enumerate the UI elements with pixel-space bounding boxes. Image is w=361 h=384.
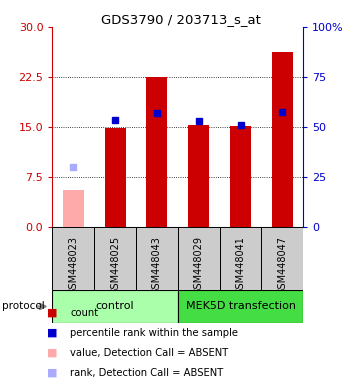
Bar	[63, 190, 84, 227]
Bar	[52, 290, 178, 323]
Text: GSM448023: GSM448023	[68, 236, 78, 295]
Text: ■: ■	[47, 348, 57, 358]
Bar	[136, 227, 178, 290]
Text: MEK5D transfection: MEK5D transfection	[186, 301, 296, 311]
Text: control: control	[96, 301, 134, 311]
Bar	[261, 227, 303, 290]
Text: GSM448029: GSM448029	[194, 236, 204, 295]
Text: ■: ■	[47, 328, 57, 338]
Text: rank, Detection Call = ABSENT: rank, Detection Call = ABSENT	[70, 368, 224, 378]
Bar	[94, 227, 136, 290]
Text: GSM448043: GSM448043	[152, 236, 162, 295]
Bar	[230, 126, 251, 227]
Text: percentile rank within the sample: percentile rank within the sample	[70, 328, 238, 338]
Text: count: count	[70, 308, 99, 318]
Bar	[219, 227, 261, 290]
Text: protocol: protocol	[2, 301, 44, 311]
Bar	[178, 290, 303, 323]
Bar	[105, 128, 126, 227]
Text: GSM448047: GSM448047	[277, 236, 287, 295]
Text: GSM448025: GSM448025	[110, 236, 120, 295]
Bar	[188, 126, 209, 227]
Text: value, Detection Call = ABSENT: value, Detection Call = ABSENT	[70, 348, 229, 358]
Text: GSM448041: GSM448041	[235, 236, 245, 295]
Bar	[52, 227, 94, 290]
Text: GDS3790 / 203713_s_at: GDS3790 / 203713_s_at	[101, 13, 260, 26]
Bar	[178, 227, 219, 290]
Bar	[272, 51, 293, 227]
Text: ■: ■	[47, 368, 57, 378]
Bar	[147, 77, 168, 227]
Text: ■: ■	[47, 308, 57, 318]
